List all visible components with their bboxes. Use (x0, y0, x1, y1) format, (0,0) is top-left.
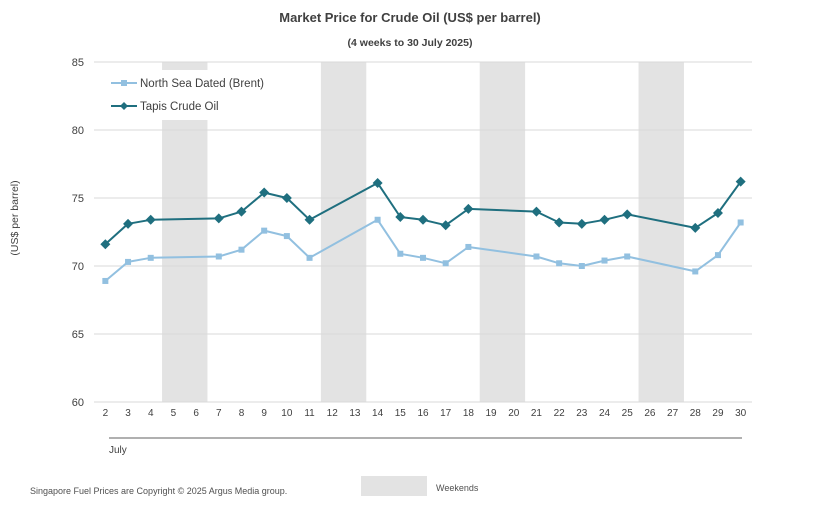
x-tick-label: 25 (622, 408, 634, 419)
data-point (556, 260, 563, 267)
data-point (236, 206, 247, 217)
data-point (463, 203, 474, 214)
x-tick-label: 3 (125, 408, 131, 419)
chart-subtitle: (4 weeks to 30 July 2025) (348, 37, 473, 49)
data-point (622, 209, 633, 220)
data-point (281, 193, 292, 203)
x-tick-label: 26 (644, 408, 656, 419)
x-tick-label: 8 (239, 408, 245, 419)
weekend-band (320, 62, 367, 402)
data-point (215, 253, 222, 260)
x-tick-label: 16 (417, 408, 429, 419)
x-tick-label: 4 (148, 408, 154, 419)
legend-label-brent: North Sea Dated (Brent) (140, 78, 264, 90)
x-tick-label: 12 (327, 408, 339, 419)
legend-marker-brent (121, 80, 127, 86)
data-point (576, 218, 587, 229)
data-point (531, 206, 542, 217)
copyright-note: Singapore Fuel Prices are Copyright © 20… (30, 486, 287, 496)
data-point (374, 216, 381, 223)
y-tick-label: 60 (72, 397, 84, 409)
weekend-legend-label: Weekends (436, 483, 479, 493)
x-tick-label: 15 (395, 408, 407, 419)
x-tick-label: 20 (508, 408, 520, 419)
weekend-band (638, 62, 684, 402)
data-point (306, 254, 313, 261)
data-point (125, 258, 132, 265)
data-point (533, 253, 540, 260)
data-point (442, 260, 449, 267)
x-tick-label: 28 (690, 408, 702, 419)
x-tick-label: 24 (599, 408, 611, 419)
x-tick-label: 5 (171, 408, 177, 419)
legend-label-tapis: Tapis Crude Oil (140, 101, 219, 113)
chart-title: Market Price for Crude Oil (US$ per barr… (279, 10, 541, 25)
legend-background (104, 70, 276, 120)
y-tick-label: 70 (72, 261, 84, 273)
data-point (601, 257, 608, 264)
legend: North Sea Dated (Brent) Tapis Crude Oil (104, 70, 276, 120)
data-point (304, 214, 315, 225)
x-tick-label: 22 (554, 408, 566, 419)
data-point (261, 227, 268, 234)
data-point (123, 218, 134, 229)
series-lines (100, 176, 746, 284)
x-tick-label: 10 (281, 408, 293, 419)
x-tick-label: 23 (576, 408, 588, 419)
x-tick-label: 9 (261, 408, 267, 419)
data-point (420, 254, 426, 261)
data-point (418, 214, 428, 225)
data-point (465, 243, 472, 250)
x-tick-label: 11 (304, 408, 315, 419)
y-axis-label: (US$ per barrel) (9, 180, 21, 255)
data-point (238, 246, 245, 253)
data-point (372, 178, 383, 189)
y-tick-label: 80 (72, 125, 84, 137)
data-point (712, 207, 723, 218)
data-point (624, 253, 631, 260)
x-tick-label: 18 (463, 408, 475, 419)
x-axis-month-label: July (109, 445, 127, 456)
data-point (100, 239, 111, 250)
legend-marker-tapis (120, 102, 128, 110)
data-point (554, 217, 565, 228)
data-point (578, 263, 585, 269)
data-point (145, 214, 156, 225)
x-tick-label: 2 (103, 408, 109, 419)
x-tick-label: 21 (531, 408, 543, 419)
x-tick-label: 30 (735, 408, 747, 419)
data-point (599, 214, 610, 225)
x-tick-label: 7 (216, 408, 222, 419)
data-point (397, 250, 404, 257)
data-point (440, 220, 451, 231)
y-tick-label: 65 (72, 329, 84, 341)
data-point (102, 277, 109, 284)
data-point (259, 187, 270, 198)
data-point (213, 213, 224, 224)
y-tick-label: 85 (72, 57, 84, 69)
data-point (395, 212, 406, 223)
data-point (692, 268, 699, 275)
weekend-band (479, 62, 526, 402)
gridlines (94, 61, 752, 403)
x-tick-label: 14 (372, 408, 384, 419)
data-point (735, 176, 746, 187)
x-tick-label: 29 (712, 408, 724, 419)
data-point (737, 219, 744, 226)
x-tick-labels: 2 3 4 5 6 7 8 9 10 11 12 13 14 15 16 17 18 19 20 21 22 23 24 25… (103, 408, 747, 419)
x-tick-label: 17 (440, 408, 452, 419)
x-tick-label: 19 (486, 408, 498, 419)
data-point (283, 233, 290, 240)
weekend-legend-swatch (361, 476, 427, 496)
data-point (714, 252, 721, 259)
x-tick-label: 13 (349, 408, 361, 419)
x-tick-label: 6 (193, 408, 199, 419)
data-point (147, 254, 154, 261)
y-tick-label: 75 (72, 193, 84, 205)
x-tick-label: 27 (667, 408, 679, 419)
data-point (690, 222, 701, 233)
y-tick-labels: 60 65 70 75 80 85 (72, 57, 84, 409)
